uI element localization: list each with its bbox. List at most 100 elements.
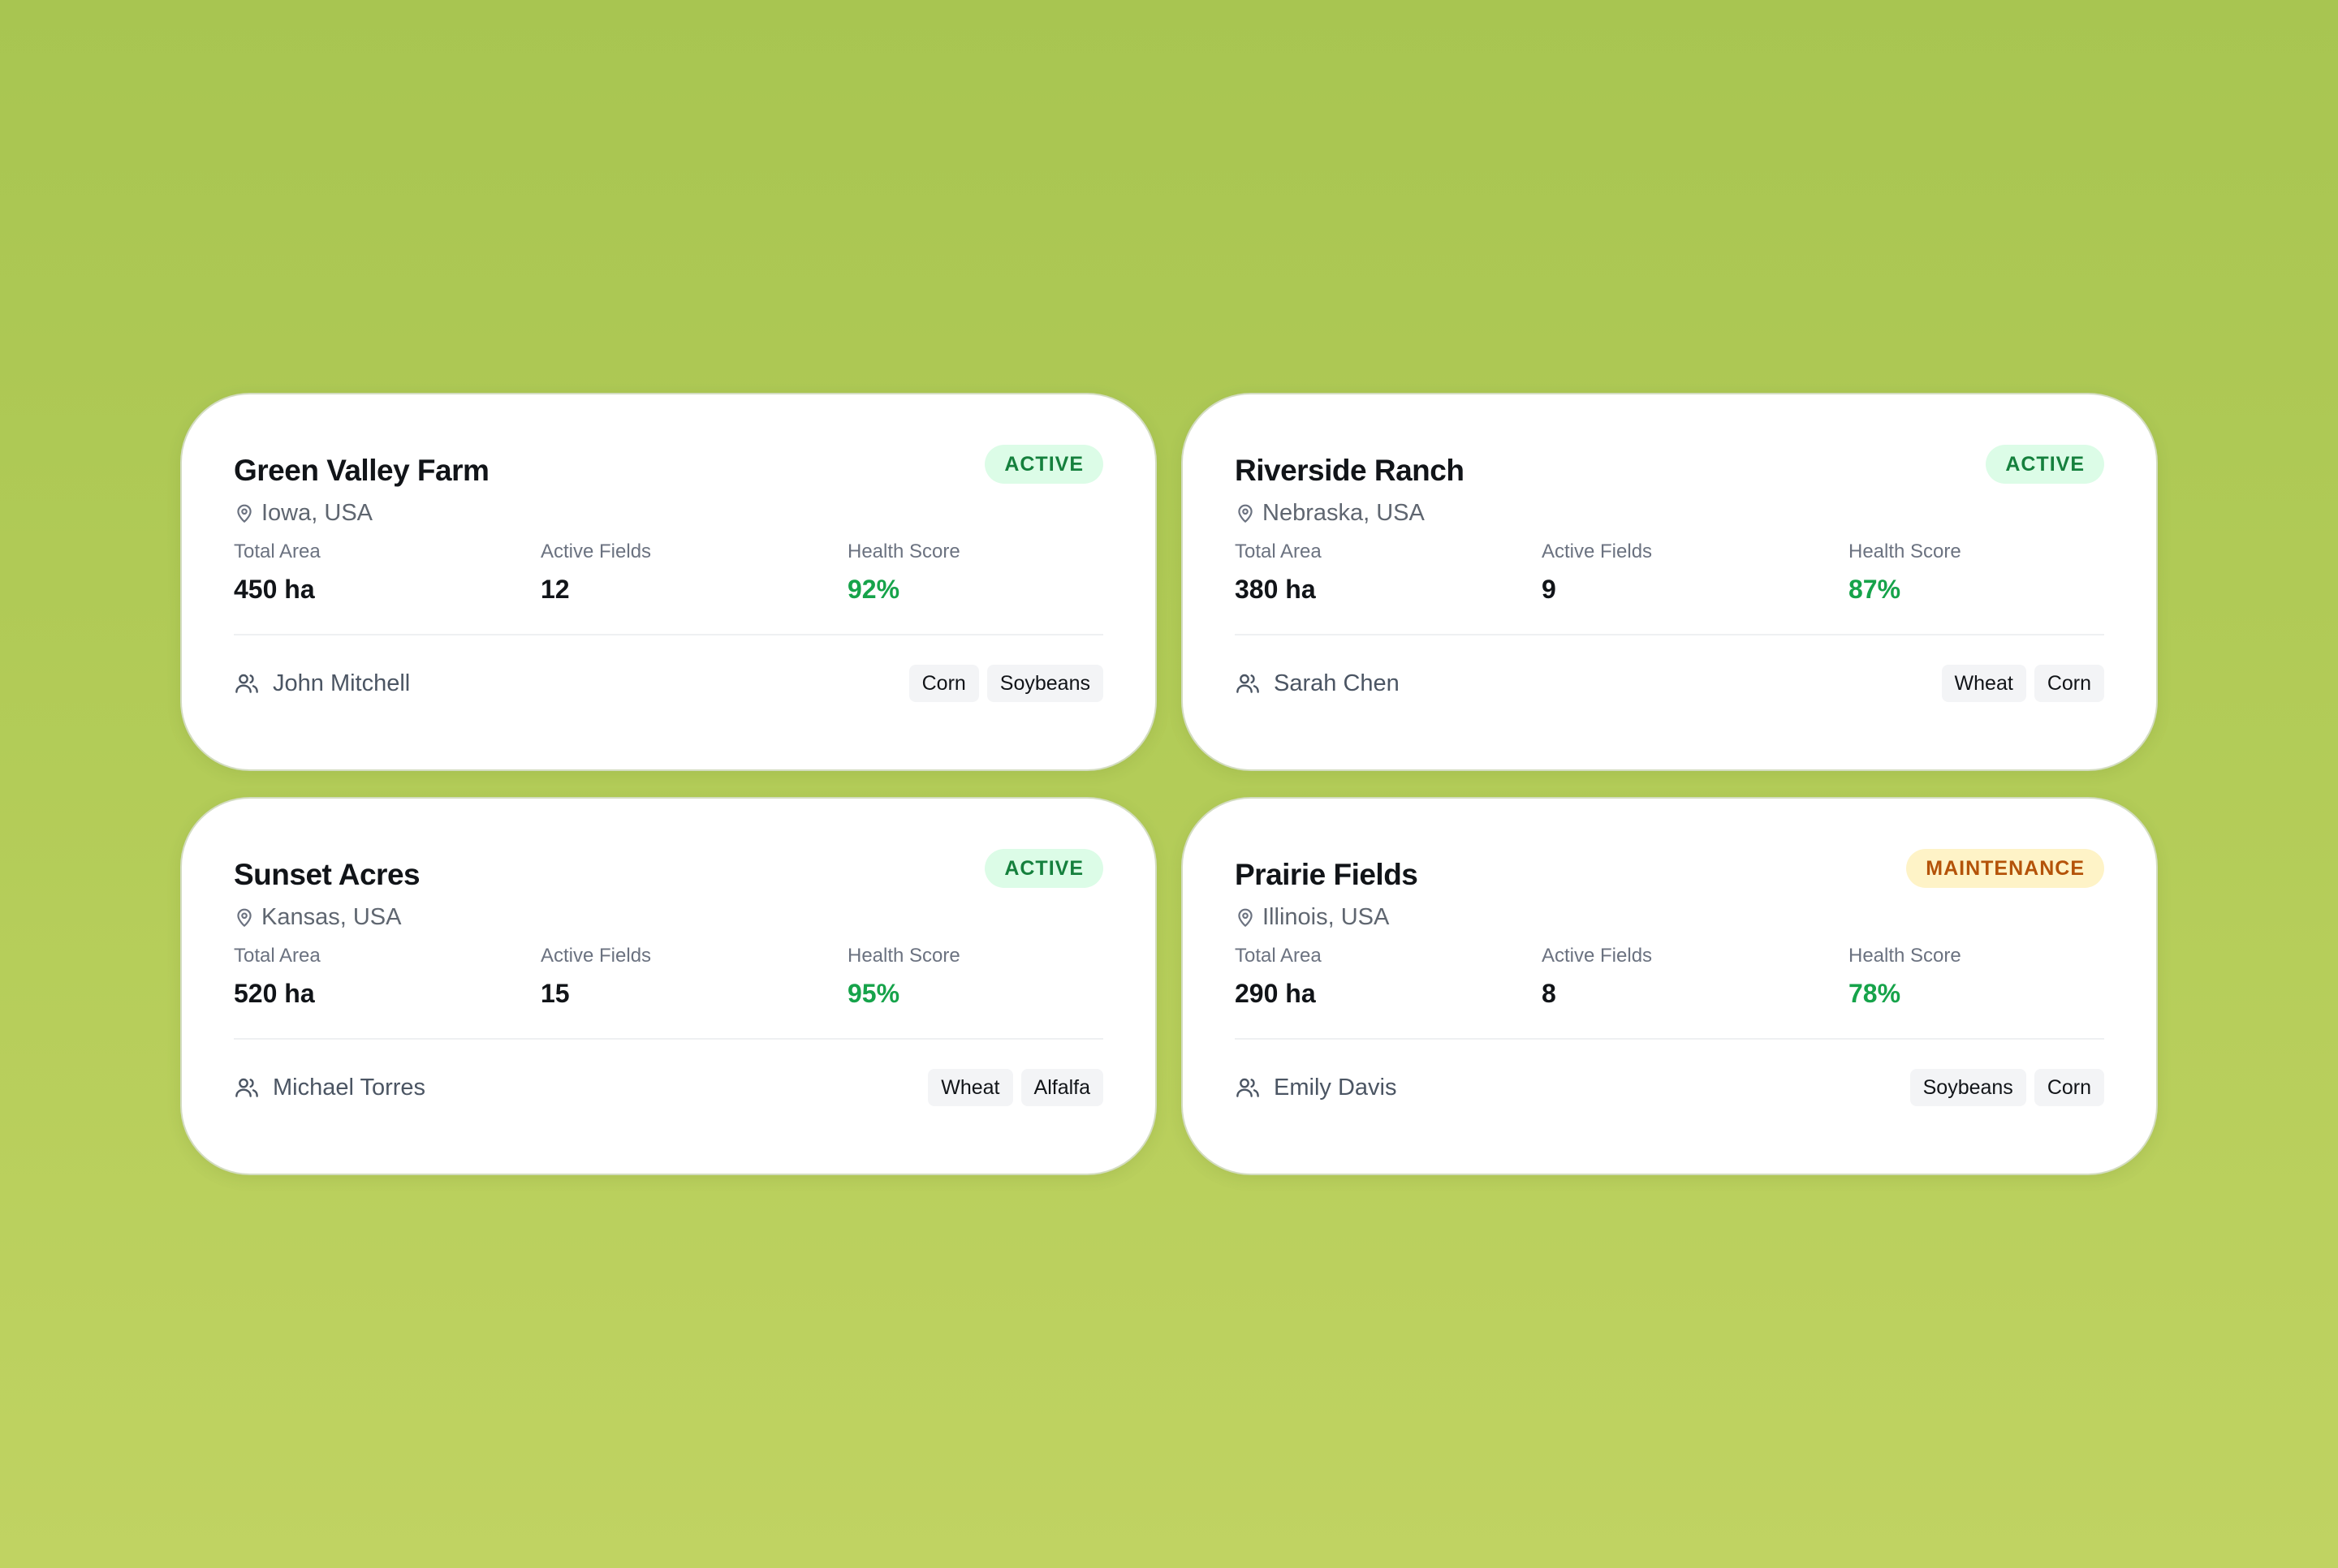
farm-owner: Emily Davis <box>1235 1075 1396 1101</box>
farm-owner: John Mitchell <box>234 670 410 697</box>
map-pin-icon <box>237 504 252 523</box>
stat-value: 290 ha <box>1235 979 1316 1008</box>
card-header: Riverside Ranch Nebraska, USA ACTIVE <box>1235 443 2104 537</box>
users-icon <box>235 674 258 693</box>
stat-value: 9 <box>1542 575 1556 604</box>
location-text: Iowa, USA <box>261 500 373 526</box>
crop-tag: Corn <box>2034 665 2104 702</box>
stat-value: 15 <box>541 979 570 1008</box>
stat-label: Health Score <box>848 541 960 562</box>
stat-label: Total Area <box>1235 541 1322 562</box>
location-text: Nebraska, USA <box>1262 500 1425 526</box>
status-badge: ACTIVE <box>1986 445 2104 484</box>
owner-name: John Mitchell <box>273 670 411 696</box>
stat-total-area: Total Area 380 ha <box>1235 537 1542 634</box>
stat-health-score: Health Score 78% <box>1848 941 2104 1038</box>
farm-card-grid: Green Valley Farm Iowa, USA ACTIVE Total… <box>180 393 2158 1175</box>
crop-tag: Wheat <box>928 1069 1013 1106</box>
farm-card[interactable]: Riverside Ranch Nebraska, USA ACTIVE Tot… <box>1181 393 2158 771</box>
location-text: Illinois, USA <box>1262 904 1390 930</box>
card-footer: John Mitchell Corn Soybeans <box>234 635 1103 731</box>
farm-card[interactable]: Prairie Fields Illinois, USA MAINTENANCE… <box>1181 797 2158 1175</box>
farm-stats: Total Area 380 ha Active Fields 9 Health… <box>1235 537 2104 635</box>
stat-value: 520 ha <box>234 979 315 1008</box>
card-header: Green Valley Farm Iowa, USA ACTIVE <box>234 443 1103 537</box>
stat-label: Health Score <box>1848 541 1961 562</box>
status-badge: ACTIVE <box>985 445 1103 484</box>
stat-active-fields: Active Fields 9 <box>1542 537 1848 634</box>
crop-tags: Corn Soybeans <box>908 665 1103 702</box>
stat-label: Total Area <box>1235 945 1322 967</box>
crop-tags: Wheat Alfalfa <box>928 1069 1103 1106</box>
farm-card[interactable]: Green Valley Farm Iowa, USA ACTIVE Total… <box>180 393 1157 771</box>
farm-stats: Total Area 520 ha Active Fields 15 Healt… <box>234 941 1103 1040</box>
stat-health-score: Health Score 92% <box>848 537 1103 634</box>
map-pin-icon <box>1238 504 1253 523</box>
crop-tag: Soybeans <box>986 665 1103 702</box>
farm-location: Iowa, USA <box>234 502 489 525</box>
stat-label: Total Area <box>234 541 321 562</box>
stat-value: 12 <box>541 575 570 604</box>
farm-name: Sunset Acres <box>234 858 421 891</box>
crop-tag: Wheat <box>1941 665 2026 702</box>
farm-location: Illinois, USA <box>1235 906 1417 929</box>
card-header: Sunset Acres Kansas, USA ACTIVE <box>234 847 1103 941</box>
stat-label: Active Fields <box>541 945 652 967</box>
stat-value: 95% <box>848 979 900 1008</box>
card-footer: Michael Torres Wheat Alfalfa <box>234 1040 1103 1135</box>
card-header: Prairie Fields Illinois, USA MAINTENANCE <box>1235 847 2104 941</box>
farm-location: Nebraska, USA <box>1235 502 1464 525</box>
farm-name: Green Valley Farm <box>234 454 490 487</box>
users-icon <box>235 1078 258 1097</box>
title-group: Riverside Ranch Nebraska, USA <box>1235 443 1464 525</box>
farm-name: Riverside Ranch <box>1235 454 1464 487</box>
owner-name: Sarah Chen <box>1274 670 1400 696</box>
stat-health-score: Health Score 87% <box>1848 537 2104 634</box>
farm-location: Kansas, USA <box>234 906 420 929</box>
stat-value: 92% <box>848 575 900 604</box>
stat-label: Active Fields <box>1542 541 1653 562</box>
location-text: Kansas, USA <box>261 904 402 930</box>
users-icon <box>1236 674 1259 693</box>
stat-active-fields: Active Fields 15 <box>541 941 848 1038</box>
crop-tags: Soybeans Corn <box>1909 1069 2104 1106</box>
stat-label: Health Score <box>1848 945 1961 967</box>
stat-health-score: Health Score 95% <box>848 941 1103 1038</box>
stat-value: 380 ha <box>1235 575 1316 604</box>
crop-tag: Corn <box>2034 1069 2104 1106</box>
owner-name: Michael Torres <box>273 1074 426 1101</box>
crop-tag: Alfalfa <box>1020 1069 1103 1106</box>
stat-active-fields: Active Fields 12 <box>541 537 848 634</box>
map-pin-icon <box>237 908 252 927</box>
farm-owner: Michael Torres <box>234 1075 425 1101</box>
stat-total-area: Total Area 450 ha <box>234 537 541 634</box>
title-group: Green Valley Farm Iowa, USA <box>234 443 490 525</box>
users-icon <box>1236 1078 1259 1097</box>
status-badge: MAINTENANCE <box>1906 849 2104 888</box>
stat-label: Health Score <box>848 945 960 967</box>
stat-value: 78% <box>1848 979 1901 1008</box>
farm-stats: Total Area 450 ha Active Fields 12 Healt… <box>234 537 1103 635</box>
map-pin-icon <box>1238 908 1253 927</box>
title-group: Prairie Fields Illinois, USA <box>1235 847 1418 929</box>
crop-tag: Soybeans <box>1909 1069 2026 1106</box>
crop-tags: Wheat Corn <box>1941 665 2104 702</box>
farm-owner: Sarah Chen <box>1235 670 1400 697</box>
stat-value: 450 ha <box>234 575 315 604</box>
title-group: Sunset Acres Kansas, USA <box>234 847 421 929</box>
farm-stats: Total Area 290 ha Active Fields 8 Health… <box>1235 941 2104 1040</box>
stat-active-fields: Active Fields 8 <box>1542 941 1848 1038</box>
owner-name: Emily Davis <box>1274 1074 1397 1101</box>
status-badge: ACTIVE <box>985 849 1103 888</box>
stat-value: 8 <box>1542 979 1556 1008</box>
card-footer: Sarah Chen Wheat Corn <box>1235 635 2104 731</box>
farm-card[interactable]: Sunset Acres Kansas, USA ACTIVE Total Ar… <box>180 797 1157 1175</box>
stat-total-area: Total Area 520 ha <box>234 941 541 1038</box>
stat-label: Active Fields <box>1542 945 1653 967</box>
card-footer: Emily Davis Soybeans Corn <box>1235 1040 2104 1135</box>
stat-total-area: Total Area 290 ha <box>1235 941 1542 1038</box>
crop-tag: Corn <box>908 665 979 702</box>
stat-label: Active Fields <box>541 541 652 562</box>
farm-name: Prairie Fields <box>1235 858 1418 891</box>
stat-value: 87% <box>1848 575 1901 604</box>
